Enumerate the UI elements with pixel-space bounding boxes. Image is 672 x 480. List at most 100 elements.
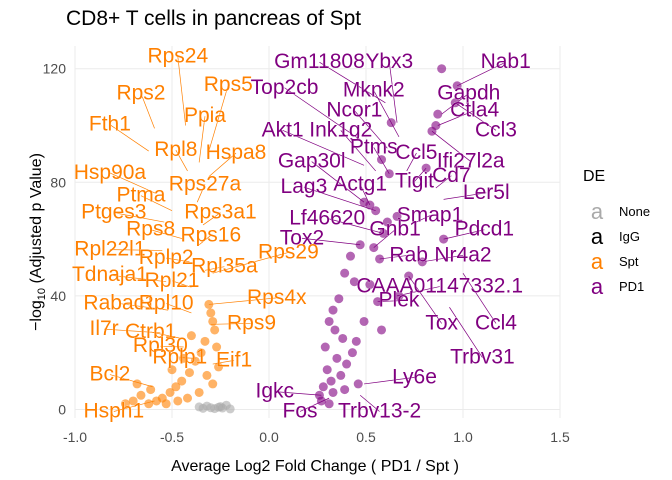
label-connector [354,110,388,149]
point-spt [200,336,210,346]
gene-label: Fth1 [89,113,131,136]
label-connector [171,280,192,288]
point-spt [194,387,204,397]
label-connector [196,184,206,203]
gene-label: Pdcd1 [455,218,515,241]
label-connector [109,172,157,194]
point-pd1 [359,316,369,326]
gene-label: Rps4x [247,286,307,309]
label-connector [379,254,409,260]
label-connector [299,397,330,412]
point-spt [196,348,206,358]
label-connector [208,297,277,305]
label-connector [212,252,289,274]
point-spt [206,308,216,318]
y-axis-title: −log10 (Adjusted p Value) [28,153,48,331]
point-pd1 [382,217,392,227]
label-connector [422,254,464,263]
gene-label: Rpl8 [154,138,197,161]
gene-label: Ink1g2 [309,118,372,141]
label-connector [177,56,186,126]
gene-label: Tigit [395,169,434,192]
label-connector [377,300,399,302]
gene-label: Lf46620 [289,206,365,229]
label-connector [443,229,485,240]
gene-label: Rpl21 [145,269,200,292]
label-connectors [104,56,506,412]
label-connector [431,130,471,162]
point-pd1 [320,342,330,352]
label-connector [462,272,497,324]
label-connector [113,212,165,223]
gene-label: Rplp2 [139,246,194,269]
label-connector [140,195,173,212]
legend-label: None [619,204,650,219]
gene-label: Rps3a1 [184,201,256,224]
point-none [225,404,235,414]
label-connector [175,150,188,172]
point-spt [167,365,177,375]
label-connector [160,345,184,348]
gene-label: Rabac1 [83,292,155,315]
label-connector [327,218,384,234]
label-connector [208,152,237,177]
point-none [194,402,204,412]
legend-label: IgG [619,229,640,244]
gene-label: Trbv31 [450,346,515,369]
point-spt [177,376,187,386]
point-pd1 [328,387,338,397]
label-connector [359,395,380,412]
gene-label: Plek [379,289,420,312]
label-connector [210,323,252,325]
gene-label: Gapdh [437,81,500,104]
label-connector [282,130,365,166]
point-pd1 [347,348,357,358]
gene-label: Rps9 [227,311,276,334]
label-connector [208,84,229,152]
point-pd1 [394,291,404,301]
point-spt [186,331,196,341]
gene-label: Rps2 [116,81,165,104]
gene-label: Ctla4 [450,98,499,121]
label-connector [150,331,182,339]
gene-label: Nr4a2 [434,243,491,266]
gene-label: Tox2 [280,226,324,249]
gene-label: Smap1 [397,204,464,227]
label-connector [373,229,396,248]
gene-label: Rpl22l1 [74,238,145,261]
point-pd1 [322,365,332,375]
gene-label: Il7r [90,317,119,340]
gene-label: Nab1 [481,50,531,73]
gene-label: Tox [425,311,458,334]
gene-label: Ptges3 [81,201,146,224]
label-connector [373,90,400,138]
point-pd1 [316,396,326,406]
y-axis-title-suffix: (Adjusted p Value) [28,153,45,288]
y-tick-label: 80 [50,174,66,190]
label-connector [301,237,361,246]
y-tick-label: 40 [50,288,66,304]
gene-label: Rplp1 [152,346,207,369]
gene-label: Rps24 [147,45,208,68]
gene-label: Lag3 [281,175,328,198]
gene-label: Rps29 [258,240,319,263]
label-connector [396,286,440,297]
legend-label: Spt [619,254,639,269]
label-connector [435,175,452,189]
point-pd1 [349,277,359,287]
point-spt [214,362,224,372]
gene-label: Cd7 [432,164,471,187]
point-spt [212,342,222,352]
y-tick-label: 0 [58,401,66,417]
gene-labels: Gm11808 Ybx3 Nab1 Top2cb Mknk2 Gapdh Ncor1 Ctla… [72,44,531,422]
label-connector [414,167,427,182]
legend-title: DE [583,168,605,185]
label-connector [319,61,386,104]
gene-label: Eif1 [216,348,252,371]
gene-label: Igkc [256,380,295,403]
label-connector [284,87,361,140]
label-connector [198,235,212,246]
label-connector [388,62,398,123]
y-axis-title-subscript: 10 [36,288,48,300]
